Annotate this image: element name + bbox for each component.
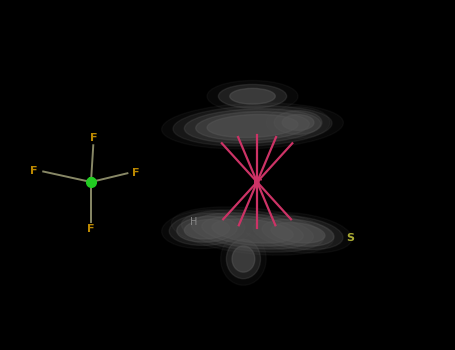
Ellipse shape xyxy=(244,212,352,253)
Text: F: F xyxy=(30,167,38,176)
Ellipse shape xyxy=(173,106,332,146)
Ellipse shape xyxy=(192,213,313,249)
Ellipse shape xyxy=(207,80,298,112)
Ellipse shape xyxy=(218,84,287,108)
Ellipse shape xyxy=(184,219,230,239)
Ellipse shape xyxy=(212,219,293,243)
Ellipse shape xyxy=(230,88,275,104)
Ellipse shape xyxy=(182,210,324,252)
Text: F: F xyxy=(90,133,97,143)
Ellipse shape xyxy=(221,233,266,285)
Text: B: B xyxy=(87,177,95,187)
Ellipse shape xyxy=(169,213,245,245)
Ellipse shape xyxy=(232,246,255,272)
Ellipse shape xyxy=(162,210,253,248)
Ellipse shape xyxy=(162,103,344,149)
Ellipse shape xyxy=(262,219,334,246)
Text: H: H xyxy=(190,217,197,227)
Ellipse shape xyxy=(271,223,325,243)
Ellipse shape xyxy=(184,109,321,143)
Text: S: S xyxy=(346,233,354,243)
Ellipse shape xyxy=(266,107,330,138)
Ellipse shape xyxy=(172,207,334,255)
Ellipse shape xyxy=(253,216,343,250)
Text: F: F xyxy=(132,168,139,178)
Text: Ir: Ir xyxy=(253,177,262,187)
Ellipse shape xyxy=(282,115,314,131)
Ellipse shape xyxy=(202,216,303,246)
Ellipse shape xyxy=(274,111,322,134)
Ellipse shape xyxy=(207,114,298,138)
Ellipse shape xyxy=(177,216,237,242)
Ellipse shape xyxy=(227,239,260,279)
Ellipse shape xyxy=(196,112,309,140)
Text: F: F xyxy=(87,224,95,234)
